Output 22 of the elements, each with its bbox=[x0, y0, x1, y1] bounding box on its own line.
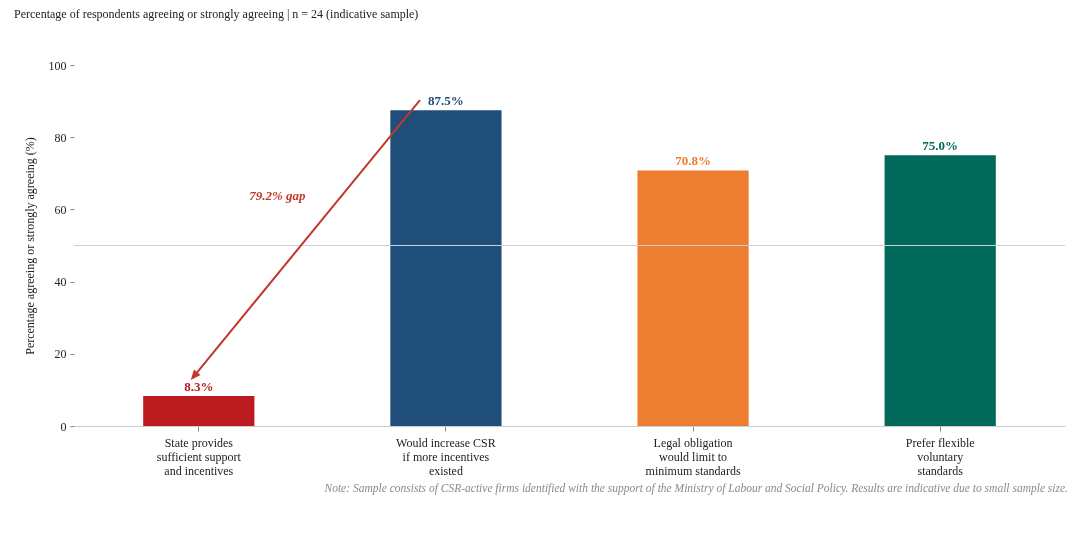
data-label: 8.3% bbox=[184, 379, 214, 395]
data-label: 75.0% bbox=[922, 138, 959, 154]
x-tick-label: Would increase CSR if more incentives existed bbox=[396, 435, 496, 478]
data-label: 87.5% bbox=[428, 93, 464, 109]
bar bbox=[390, 110, 502, 426]
chart-title: Percentage of respondents agreeing or strongly agreeing | n = 24 (indicative sample) bbox=[14, 7, 419, 21]
x-tick-label: Legal obligation would limit to minimum standards bbox=[645, 435, 741, 478]
bar bbox=[637, 170, 749, 426]
y-tick-label: 0 bbox=[60, 419, 67, 434]
annotation: 79.2% gap bbox=[249, 188, 307, 204]
y-tick-label: 20 bbox=[54, 347, 67, 362]
y-tick-label: 100 bbox=[48, 58, 67, 73]
y-tick-label: 80 bbox=[54, 130, 67, 145]
y-tick-label: 40 bbox=[54, 275, 67, 290]
bar bbox=[884, 155, 996, 426]
y-tick-label: 60 bbox=[54, 202, 67, 217]
y-axis-title: Percentage agreeing or strongly agreeing (%) bbox=[22, 137, 37, 355]
bar bbox=[143, 396, 255, 426]
x-tick-label: Prefer flexible voluntary standards bbox=[905, 435, 975, 478]
x-tick-label: State provides sufficient support and incentives bbox=[156, 435, 242, 478]
data-label: 70.8% bbox=[675, 153, 711, 169]
text: Note: Sample consists of CSR-active firms identified with the support of the Ministry of Labour and Social Policy. Results are indicative due to small sample size. bbox=[323, 481, 1069, 494]
